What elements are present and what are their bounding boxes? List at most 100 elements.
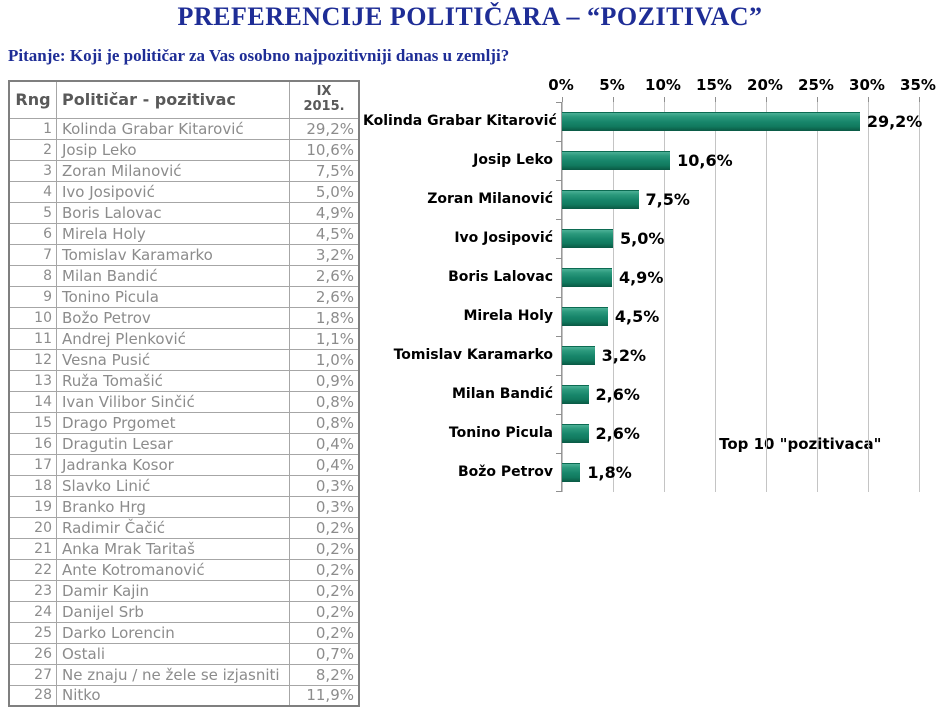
header-politician: Političar - pozitivac (56, 80, 290, 119)
rank-cell: 26 (8, 642, 57, 665)
value-cell: 3,2% (289, 243, 360, 266)
gridline (613, 102, 614, 492)
x-tick-label: 25% (798, 76, 834, 94)
category-label: Zoran Milanović (427, 191, 553, 207)
table-row: 23 Damir Kajin 0,2% (8, 579, 360, 602)
table-row: 12 Vesna Pusić 1,0% (8, 348, 360, 371)
x-tick-mark (562, 97, 563, 102)
rank-cell: 22 (8, 558, 57, 581)
bar-row: 2,6% (562, 414, 919, 453)
value-cell: 8,2% (289, 663, 360, 686)
table-row: 4 Ivo Josipović 5,0% (8, 180, 360, 203)
category-tick-mark (556, 336, 562, 337)
name-cell: Damir Kajin (56, 579, 290, 602)
value-cell: 0,2% (289, 558, 360, 581)
category-label: Božo Petrov (457, 464, 553, 480)
header-rank: Rng (8, 80, 57, 119)
rank-cell: 3 (8, 159, 57, 182)
bar-value-label: 3,2% (601, 346, 646, 365)
x-tick-label: 20% (747, 76, 783, 94)
bar-chart: 0% 5% 10% 15% 20% 25% 30% 35% Kolinda Grabar Ki… (363, 76, 940, 506)
bar (562, 268, 612, 287)
name-cell: Ante Kotromanović (56, 558, 290, 581)
value-cell: 0,2% (289, 516, 360, 539)
category-labels: Kolinda Grabar Kitarović Josip Leko Zoran … (363, 102, 557, 492)
table-row: 19 Branko Hrg 0,3% (8, 495, 360, 518)
value-cell: 0,2% (289, 600, 360, 623)
bar-row: 7,5% (562, 180, 919, 219)
name-cell: Ostali (56, 642, 290, 665)
category-label: Mirela Holy (463, 308, 553, 324)
value-cell: 0,3% (289, 495, 360, 518)
table-row: 11 Andrej Plenković 1,1% (8, 327, 360, 350)
name-cell: Andrej Plenković (56, 327, 290, 350)
name-cell: Milan Bandić (56, 264, 290, 287)
name-cell: Radimir Čačić (56, 516, 290, 539)
bar-value-label: 4,5% (614, 307, 660, 326)
category-label: Ivo Josipović (454, 230, 553, 246)
name-cell: Boris Lalovac (56, 201, 290, 224)
rank-cell: 25 (8, 621, 57, 644)
table-row: 17 Jadranka Kosor 0,4% (8, 453, 360, 476)
bar-row: 1,8% (562, 453, 919, 492)
chart-annotation: Top 10 "pozitivaca" (719, 435, 882, 453)
rank-cell: 1 (8, 117, 57, 140)
rank-cell: 13 (8, 369, 57, 392)
bar (562, 229, 613, 248)
category-label: Boris Lalovac (448, 269, 553, 285)
x-tick-label: 35% (900, 76, 936, 94)
value-cell: 1,0% (289, 348, 360, 371)
ranking-table: Rng Političar - pozitivac IX 2015. 1 Kolin… (8, 80, 360, 707)
name-cell: Božo Petrov (56, 306, 290, 329)
value-cell: 29,2% (289, 117, 360, 140)
rank-cell: 14 (8, 390, 57, 413)
gridline (664, 102, 665, 492)
rank-cell: 19 (8, 495, 57, 518)
rank-cell: 24 (8, 600, 57, 623)
value-cell: 1,8% (289, 306, 360, 329)
bar (562, 151, 671, 170)
value-cell: 0,3% (289, 474, 360, 497)
rank-cell: 12 (8, 348, 57, 371)
bar-row: 10,6% (562, 141, 919, 180)
category-tick-mark (556, 219, 562, 220)
rank-cell: 4 (8, 180, 57, 203)
table-row: 5 Boris Lalovac 4,9% (8, 201, 360, 224)
rank-cell: 28 (8, 684, 57, 707)
gridline (817, 102, 818, 492)
table-row: 10 Božo Petrov 1,8% (8, 306, 360, 329)
value-cell: 10,6% (289, 138, 360, 161)
value-cell: 0,2% (289, 537, 360, 560)
value-cell: 7,5% (289, 159, 360, 182)
bar (562, 424, 589, 443)
name-cell: Ivo Josipović (56, 180, 290, 203)
survey-question: Pitanje: Koji je političar za Vas osobno… (8, 46, 510, 65)
rank-cell: 20 (8, 516, 57, 539)
value-cell: 2,6% (289, 285, 360, 308)
header-period: IX 2015. (289, 80, 360, 119)
bar (562, 346, 595, 365)
category-tick-mark (556, 297, 562, 298)
x-tick-mark (613, 97, 614, 102)
bar (562, 307, 608, 326)
bar-value-label: 10,6% (677, 151, 733, 170)
name-cell: Darko Lorencin (56, 621, 290, 644)
category-label: Kolinda Grabar Kitarović (363, 113, 557, 129)
value-cell: 4,9% (289, 201, 360, 224)
table-row: 27 Ne znaju / ne žele se izjasniti 8,2% (8, 663, 360, 686)
category-tick-mark (556, 102, 562, 103)
header-period-year: 2015. (303, 98, 345, 114)
bar-value-label: 5,0% (620, 229, 665, 248)
bar-value-label: 2,6% (595, 385, 640, 404)
category-tick-mark (556, 180, 562, 181)
gridline (766, 102, 767, 492)
value-cell: 0,2% (289, 621, 360, 644)
rank-cell: 5 (8, 201, 57, 224)
bar-value-label: 1,8% (587, 463, 632, 482)
name-cell: Mirela Holy (56, 222, 290, 245)
value-cell: 4,5% (289, 222, 360, 245)
category-tick-mark (556, 375, 562, 376)
table-row: 25 Darko Lorencin 0,2% (8, 621, 360, 644)
value-cell: 0,4% (289, 432, 360, 455)
